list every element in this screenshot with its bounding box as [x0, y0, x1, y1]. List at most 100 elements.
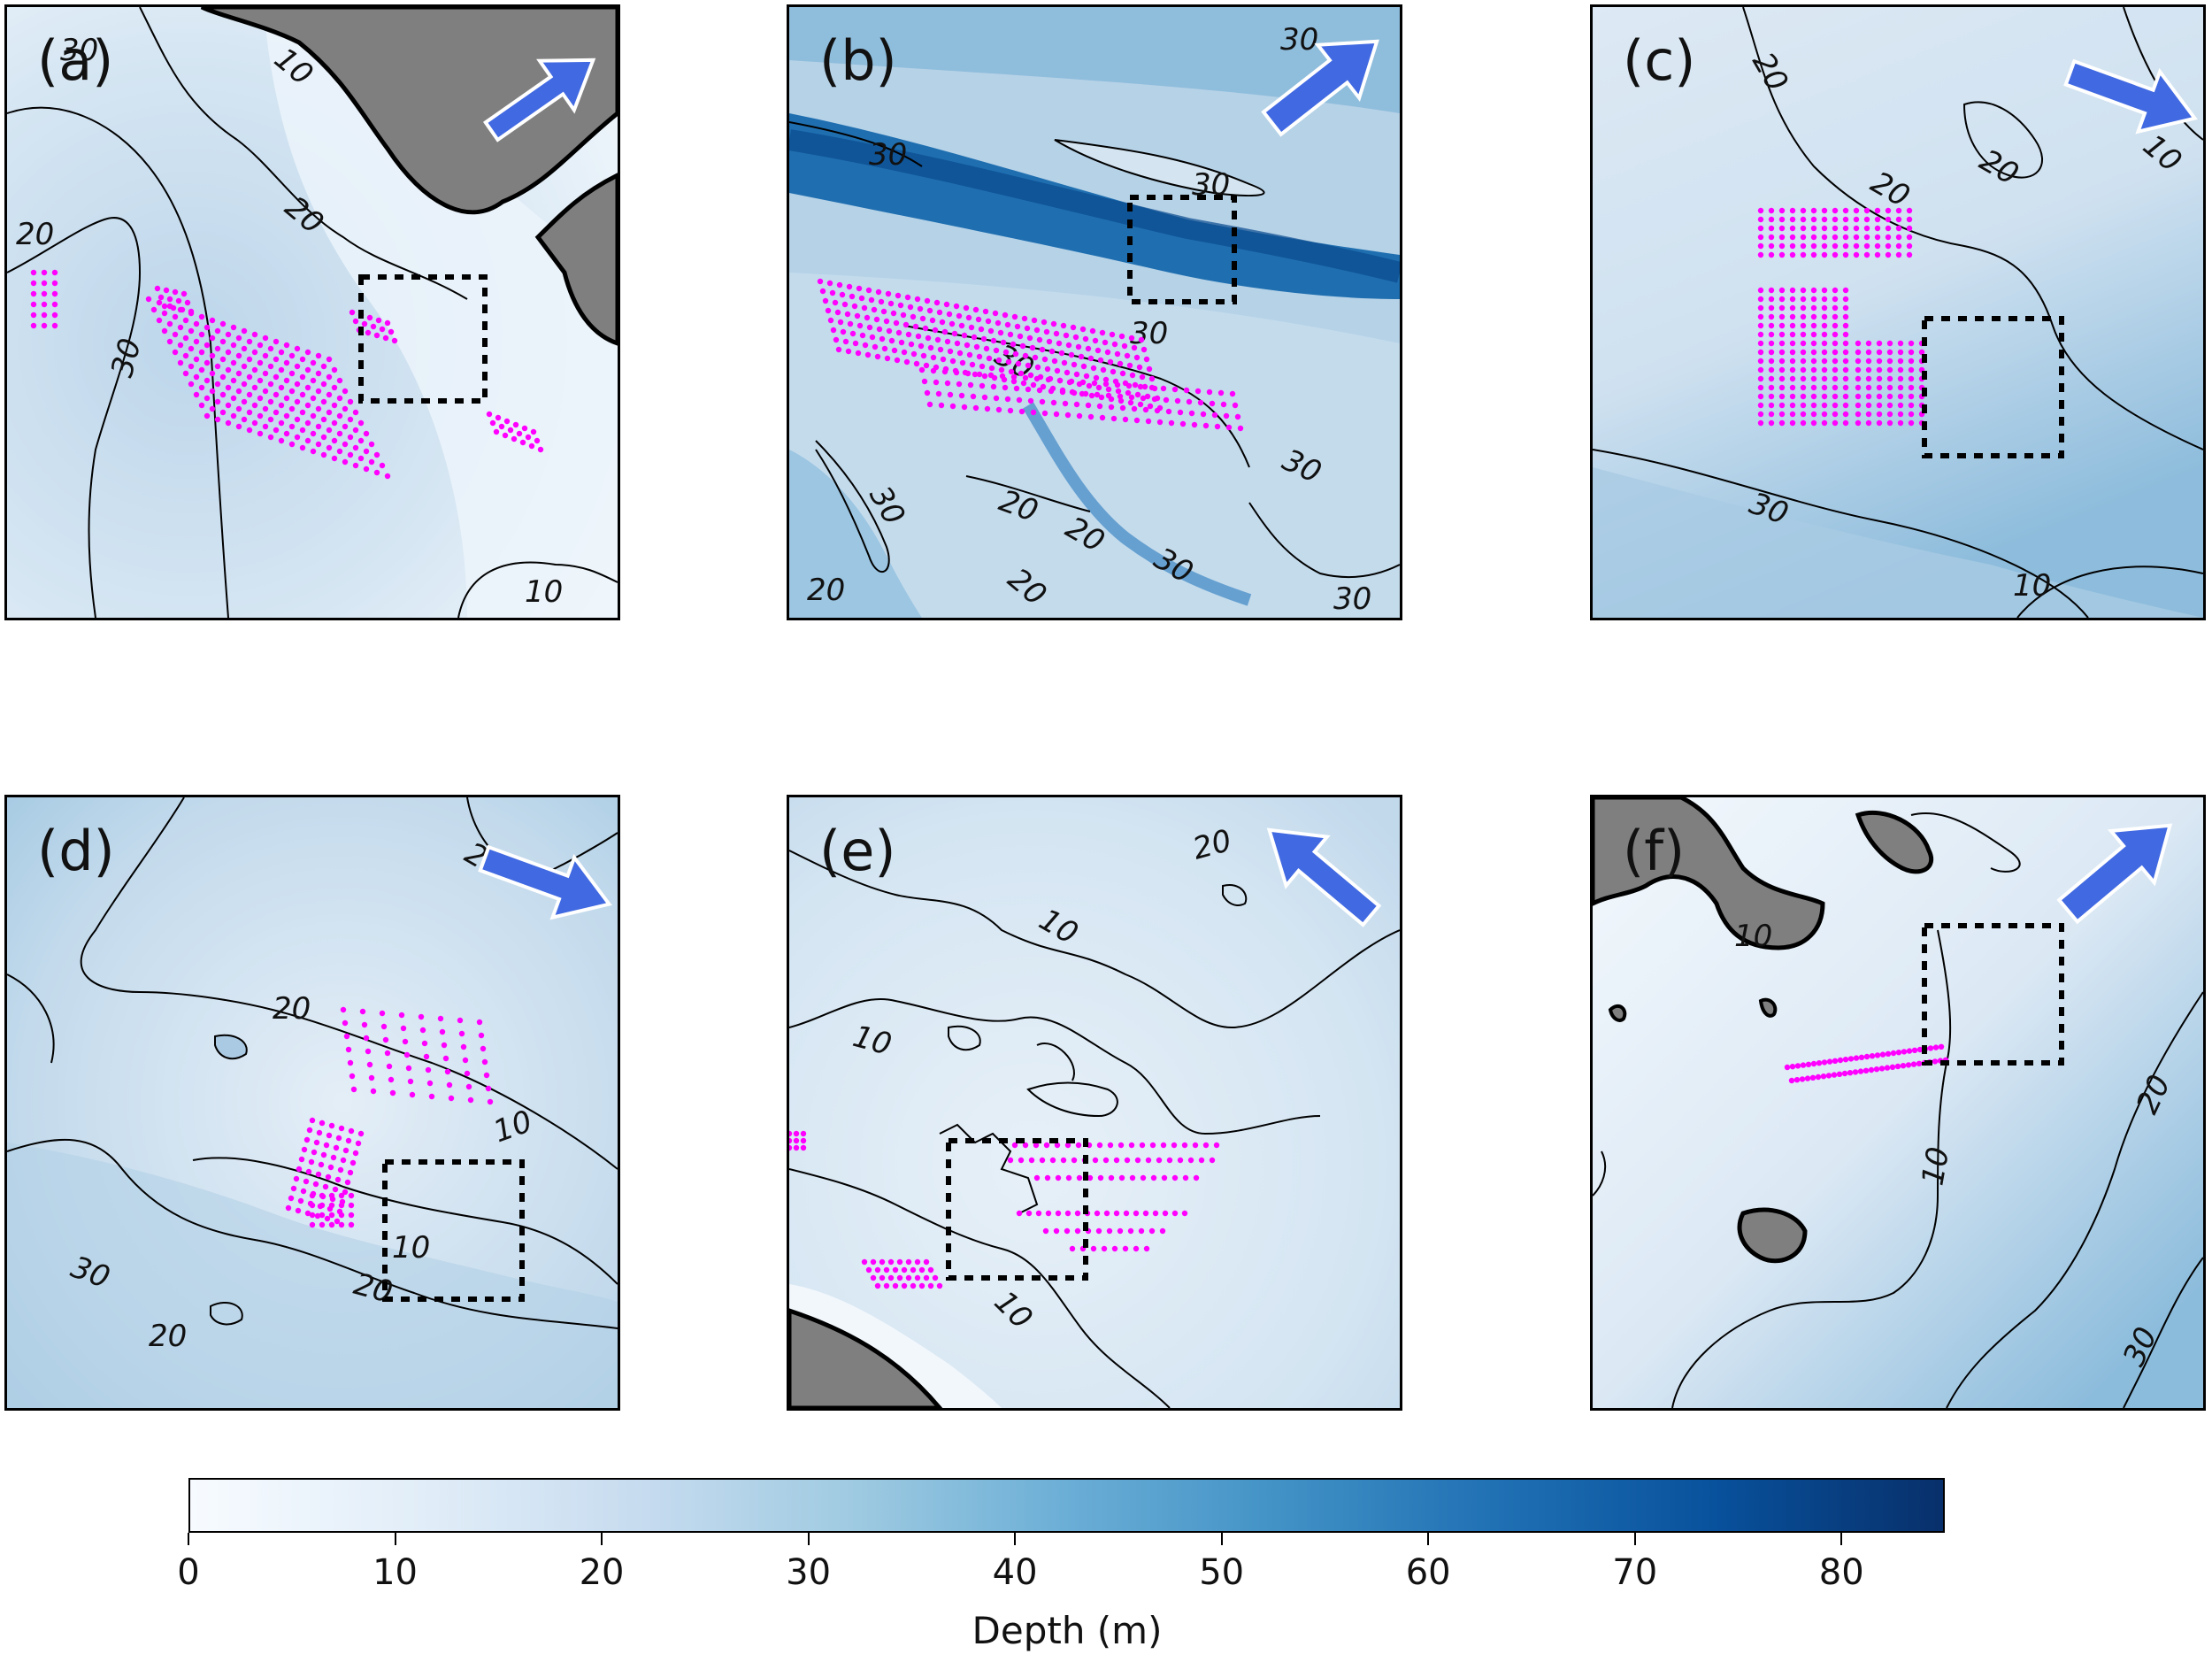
survey-point [1757, 358, 1764, 365]
survey-point [1114, 350, 1121, 358]
survey-point [1842, 304, 1849, 312]
survey-point [1906, 234, 1913, 241]
survey-point [487, 1098, 494, 1105]
survey-point [1137, 383, 1144, 390]
panel-label: (a) [37, 28, 114, 93]
survey-point [182, 370, 189, 377]
land-mass [200, 7, 618, 215]
survey-points [285, 1006, 494, 1228]
survey-point [1918, 349, 1925, 356]
panel-d: 20 20 10 10 20 30 20 (d) [4, 795, 620, 1411]
survey-point [294, 381, 301, 388]
survey-point [1757, 411, 1764, 418]
survey-point [1876, 411, 1883, 418]
survey-point [976, 371, 983, 378]
survey-point [1832, 1058, 1839, 1064]
survey-point [257, 359, 264, 366]
survey-point [1048, 388, 1055, 395]
survey-point [283, 342, 290, 349]
survey-point [379, 462, 386, 469]
survey-point [344, 1179, 351, 1186]
survey-point [1095, 1227, 1102, 1235]
survey-point [198, 331, 205, 338]
survey-point [219, 356, 227, 363]
survey-point [975, 316, 982, 323]
survey-point [1832, 207, 1839, 214]
survey-point [1018, 408, 1025, 415]
survey-point [997, 329, 1004, 336]
survey-point [1044, 365, 1051, 373]
survey-point [1853, 225, 1860, 232]
survey-point [1778, 419, 1786, 427]
survey-point [301, 1146, 308, 1153]
survey-point [389, 1089, 396, 1096]
survey-point [1148, 1227, 1156, 1235]
survey-point [1832, 340, 1839, 347]
colorbar-tick-label: 20 [579, 1552, 625, 1593]
survey-point [842, 338, 849, 345]
survey-point [1078, 353, 1085, 360]
survey-point [368, 441, 375, 448]
survey-point [379, 1010, 386, 1017]
survey-point [1847, 1056, 1855, 1062]
survey-point [1863, 216, 1870, 223]
survey-point [1821, 287, 1828, 294]
survey-point [944, 380, 951, 387]
survey-point [1085, 402, 1092, 409]
survey-point [503, 418, 511, 425]
survey-point [836, 281, 843, 289]
survey-point [1092, 1157, 1099, 1164]
survey-point [338, 1125, 345, 1132]
survey-point [1886, 366, 1893, 373]
survey-point [1217, 389, 1225, 396]
survey-point [1832, 287, 1839, 294]
survey-point [241, 381, 248, 388]
survey-point [1842, 366, 1849, 373]
survey-point [1897, 411, 1904, 418]
survey-point [910, 1282, 917, 1289]
survey-point [1874, 216, 1881, 223]
survey-point [219, 373, 227, 381]
survey-point [320, 381, 327, 388]
survey-point [1138, 336, 1145, 343]
survey-point [161, 327, 168, 335]
survey-point [908, 341, 915, 348]
survey-point [1853, 234, 1860, 241]
survey-point [1886, 402, 1893, 409]
survey-point [879, 335, 886, 342]
survey-point [969, 361, 976, 368]
survey-point [1842, 296, 1849, 303]
survey-point [1232, 402, 1239, 409]
study-box [1127, 195, 1237, 304]
survey-point [938, 402, 945, 409]
survey-point [995, 319, 1002, 327]
survey-point [976, 353, 983, 360]
survey-point [219, 409, 227, 416]
survey-point [1068, 351, 1075, 358]
survey-point [172, 289, 179, 296]
survey-point [1757, 419, 1764, 427]
survey-point [309, 1202, 316, 1209]
survey-point [1128, 394, 1135, 401]
survey-point [1171, 386, 1179, 393]
survey-point [342, 1189, 349, 1196]
survey-point [1778, 225, 1786, 232]
survey-point [1056, 340, 1063, 347]
survey-point [1010, 373, 1018, 381]
survey-point [1897, 384, 1904, 391]
survey-point [1129, 1174, 1136, 1181]
survey-point [1087, 413, 1094, 420]
contour-label: 10 [1915, 1144, 1956, 1189]
survey-point [294, 363, 301, 370]
survey-point [320, 1151, 327, 1158]
survey-point [927, 344, 934, 351]
survey-point [530, 428, 537, 435]
survey-point [1789, 366, 1796, 373]
survey-point [1897, 340, 1904, 347]
survey-point [1895, 216, 1902, 223]
survey-point [968, 324, 975, 331]
survey-point [979, 382, 986, 389]
survey-point [225, 331, 232, 338]
survey-point [1036, 387, 1043, 394]
survey-point [1908, 349, 1915, 356]
